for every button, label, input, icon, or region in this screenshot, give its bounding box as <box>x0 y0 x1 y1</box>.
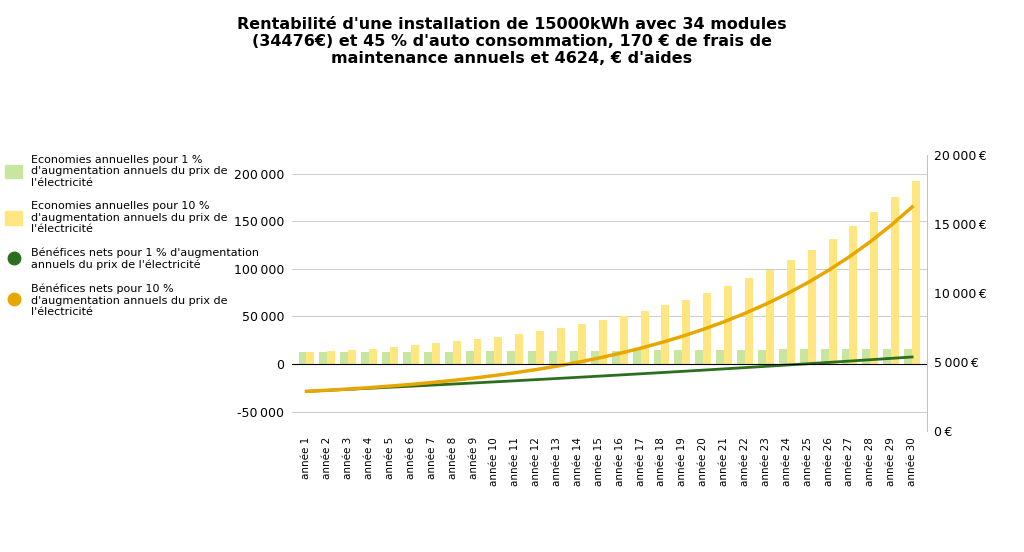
Bar <box>444 352 453 364</box>
Bar <box>842 349 850 364</box>
Bar <box>507 351 515 364</box>
Bar <box>891 197 899 364</box>
Bar <box>724 286 732 364</box>
Bar <box>641 311 648 364</box>
Bar <box>633 351 641 364</box>
Bar <box>912 181 920 364</box>
Bar <box>675 350 682 364</box>
Bar <box>411 346 419 364</box>
Bar <box>424 352 432 364</box>
Bar <box>591 351 599 364</box>
Bar <box>758 349 766 364</box>
Bar <box>390 347 398 364</box>
Bar <box>453 341 461 364</box>
Bar <box>515 334 523 364</box>
Bar <box>340 352 348 364</box>
Bar <box>737 349 745 364</box>
Bar <box>884 349 891 364</box>
Bar <box>537 331 544 364</box>
Text: Rentabilité d'une installation de 15000kWh avec 34 modules
(34476€) et 45 % d'au: Rentabilité d'une installation de 15000k… <box>238 17 786 66</box>
Bar <box>870 213 879 364</box>
Bar <box>466 352 473 364</box>
Bar <box>904 348 912 364</box>
Bar <box>299 352 306 364</box>
Bar <box>862 349 870 364</box>
Bar <box>578 324 586 364</box>
Bar <box>570 351 578 364</box>
Bar <box>703 293 712 364</box>
Bar <box>402 352 411 364</box>
Bar <box>328 351 335 364</box>
Bar <box>382 352 390 364</box>
Bar <box>800 349 808 364</box>
Bar <box>549 351 557 364</box>
Bar <box>695 350 703 364</box>
Bar <box>306 352 314 364</box>
Bar <box>348 350 356 364</box>
Bar <box>828 238 837 364</box>
Bar <box>682 300 690 364</box>
Bar <box>486 351 495 364</box>
Bar <box>319 352 328 364</box>
Bar <box>766 270 774 364</box>
Bar <box>820 349 828 364</box>
Legend: Economies annuelles pour 1 %
d'augmentation annuels du prix de
l'électricité, Ec: Economies annuelles pour 1 % d'augmentat… <box>5 155 259 317</box>
Bar <box>495 337 503 364</box>
Bar <box>620 316 628 364</box>
Bar <box>369 348 377 364</box>
Bar <box>611 351 620 364</box>
Bar <box>745 278 753 364</box>
Bar <box>557 328 565 364</box>
Bar <box>850 226 857 364</box>
Bar <box>653 351 662 364</box>
Bar <box>808 250 816 364</box>
Bar <box>599 320 607 364</box>
Bar <box>528 351 537 364</box>
Bar <box>361 352 369 364</box>
Bar <box>662 305 670 364</box>
Bar <box>786 261 795 364</box>
Bar <box>473 339 481 364</box>
Bar <box>716 350 724 364</box>
Bar <box>432 343 439 364</box>
Bar <box>779 349 786 364</box>
